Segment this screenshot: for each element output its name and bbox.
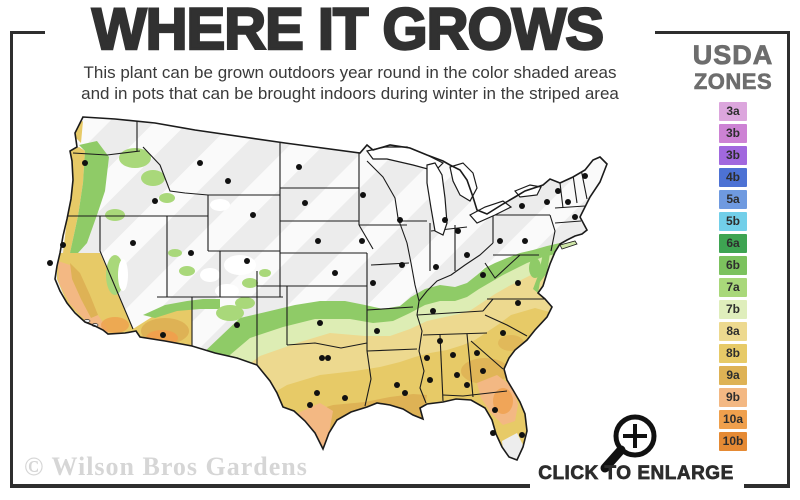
city-dot	[437, 338, 443, 344]
magnifier-icon[interactable]	[598, 406, 662, 476]
city-dot	[555, 188, 561, 194]
city-dot	[60, 242, 66, 248]
frame-border-top-right-segment	[655, 31, 790, 34]
frame-border-top-left-segment	[10, 31, 45, 34]
zone-swatch-8a-10: 8a	[719, 322, 747, 341]
frame-border-bottom-right-segment	[744, 484, 790, 488]
city-dot	[315, 238, 321, 244]
city-dot	[197, 160, 203, 166]
city-dot	[582, 173, 588, 179]
city-dot	[234, 322, 240, 328]
city-dot	[394, 382, 400, 388]
zone-swatch-6a-6: 6a	[719, 234, 747, 253]
city-dot	[360, 192, 366, 198]
long-island	[559, 240, 578, 250]
city-dot	[474, 350, 480, 356]
city-dot	[399, 262, 405, 268]
city-dot	[296, 164, 302, 170]
city-dot	[359, 238, 365, 244]
city-dot	[250, 212, 256, 218]
city-dot	[427, 377, 433, 383]
city-dot	[515, 280, 521, 286]
zone-swatch-3b-2: 3b	[719, 146, 747, 165]
subtitle-line-2: and in pots that can be brought indoors …	[81, 84, 619, 103]
city-dot	[244, 258, 250, 264]
legend-title-zones: ZONES	[693, 69, 773, 94]
zone-swatch-5b-5: 5b	[719, 212, 747, 231]
city-dot	[152, 198, 158, 204]
frame-border-bottom-left-segment	[10, 484, 530, 488]
city-dot	[454, 372, 460, 378]
city-dot	[160, 332, 166, 338]
state-borders	[58, 119, 588, 407]
zone-swatch-7b-9: 7b	[719, 300, 747, 319]
zone-swatch-9b-13: 9b	[719, 388, 747, 407]
watermark: © Wilson Bros Gardens	[24, 452, 308, 481]
subtitle-line-1: This plant can be grown outdoors year ro…	[83, 63, 617, 82]
city-dot	[47, 260, 53, 266]
city-dot	[572, 214, 578, 220]
city-dot	[188, 250, 194, 256]
city-dot	[519, 203, 525, 209]
city-dot	[317, 320, 323, 326]
us-outline	[54, 116, 608, 462]
city-dot	[442, 217, 448, 223]
city-dot	[302, 200, 308, 206]
city-dot	[450, 352, 456, 358]
zone-swatch-9a-12: 9a	[719, 366, 747, 385]
zone-swatch-3a-0: 3a	[719, 102, 747, 121]
city-dot	[492, 407, 498, 413]
city-dot	[130, 240, 136, 246]
city-dot	[325, 355, 331, 361]
zone-swatch-8b-11: 8b	[719, 344, 747, 363]
city-dot	[455, 228, 461, 234]
city-dot	[480, 368, 486, 374]
zone-swatch-4b-3: 4b	[719, 168, 747, 187]
city-dot	[319, 355, 325, 361]
zone-swatch-7a-8: 7a	[719, 278, 747, 297]
city-dot	[519, 432, 525, 438]
usda-zones-list: 3a 3b 3b 4b 5a 5b 6a 6b 7a 7b 8a 8b 9a 9b 10a 10b	[680, 102, 786, 451]
zone-swatch-6b-7: 6b	[719, 256, 747, 275]
frame-border-right	[787, 31, 790, 488]
city-dot	[402, 390, 408, 396]
page-title: WHERE IT GROWS	[91, 0, 606, 62]
city-dots-layer	[47, 160, 588, 438]
zone-swatch-3b-1: 3b	[719, 124, 747, 143]
zone-swatch-10b-15: 10b	[719, 432, 747, 451]
city-dot	[565, 199, 571, 205]
map-fill-layers	[55, 117, 607, 460]
city-dot	[430, 308, 436, 314]
city-dot	[342, 395, 348, 401]
city-dot	[370, 280, 376, 286]
city-dot	[497, 238, 503, 244]
city-dot	[332, 270, 338, 276]
click-to-enlarge-label[interactable]: CLICK TO ENLARGE	[538, 463, 734, 485]
city-dot	[464, 382, 470, 388]
city-dot	[522, 238, 528, 244]
city-dot	[397, 217, 403, 223]
city-dot	[433, 264, 439, 270]
us-zone-map[interactable]	[15, 103, 665, 468]
city-dot	[314, 390, 320, 396]
city-dot	[307, 402, 313, 408]
city-dot	[515, 300, 521, 306]
city-dot	[490, 430, 496, 436]
zone-swatch-10a-14: 10a	[719, 410, 747, 429]
city-dot	[225, 178, 231, 184]
subtitle: This plant can be grown outdoors year ro…	[30, 62, 670, 104]
usda-zones-legend: USDA ZONES 3a 3b 3b 4b 5a 5b 6a 6b 7a 7b 8a 8b 9a 9b 1…	[680, 40, 786, 454]
city-dot	[374, 328, 380, 334]
us-zone-map-svg	[47, 116, 608, 462]
city-dot	[424, 355, 430, 361]
city-dot	[464, 252, 470, 258]
city-dot	[500, 330, 506, 336]
legend-title-usda: USDA	[692, 40, 774, 71]
city-dot	[544, 199, 550, 205]
city-dot	[82, 160, 88, 166]
zone-swatch-5a-4: 5a	[719, 190, 747, 209]
city-dot	[480, 272, 486, 278]
frame-border-left	[10, 31, 13, 488]
